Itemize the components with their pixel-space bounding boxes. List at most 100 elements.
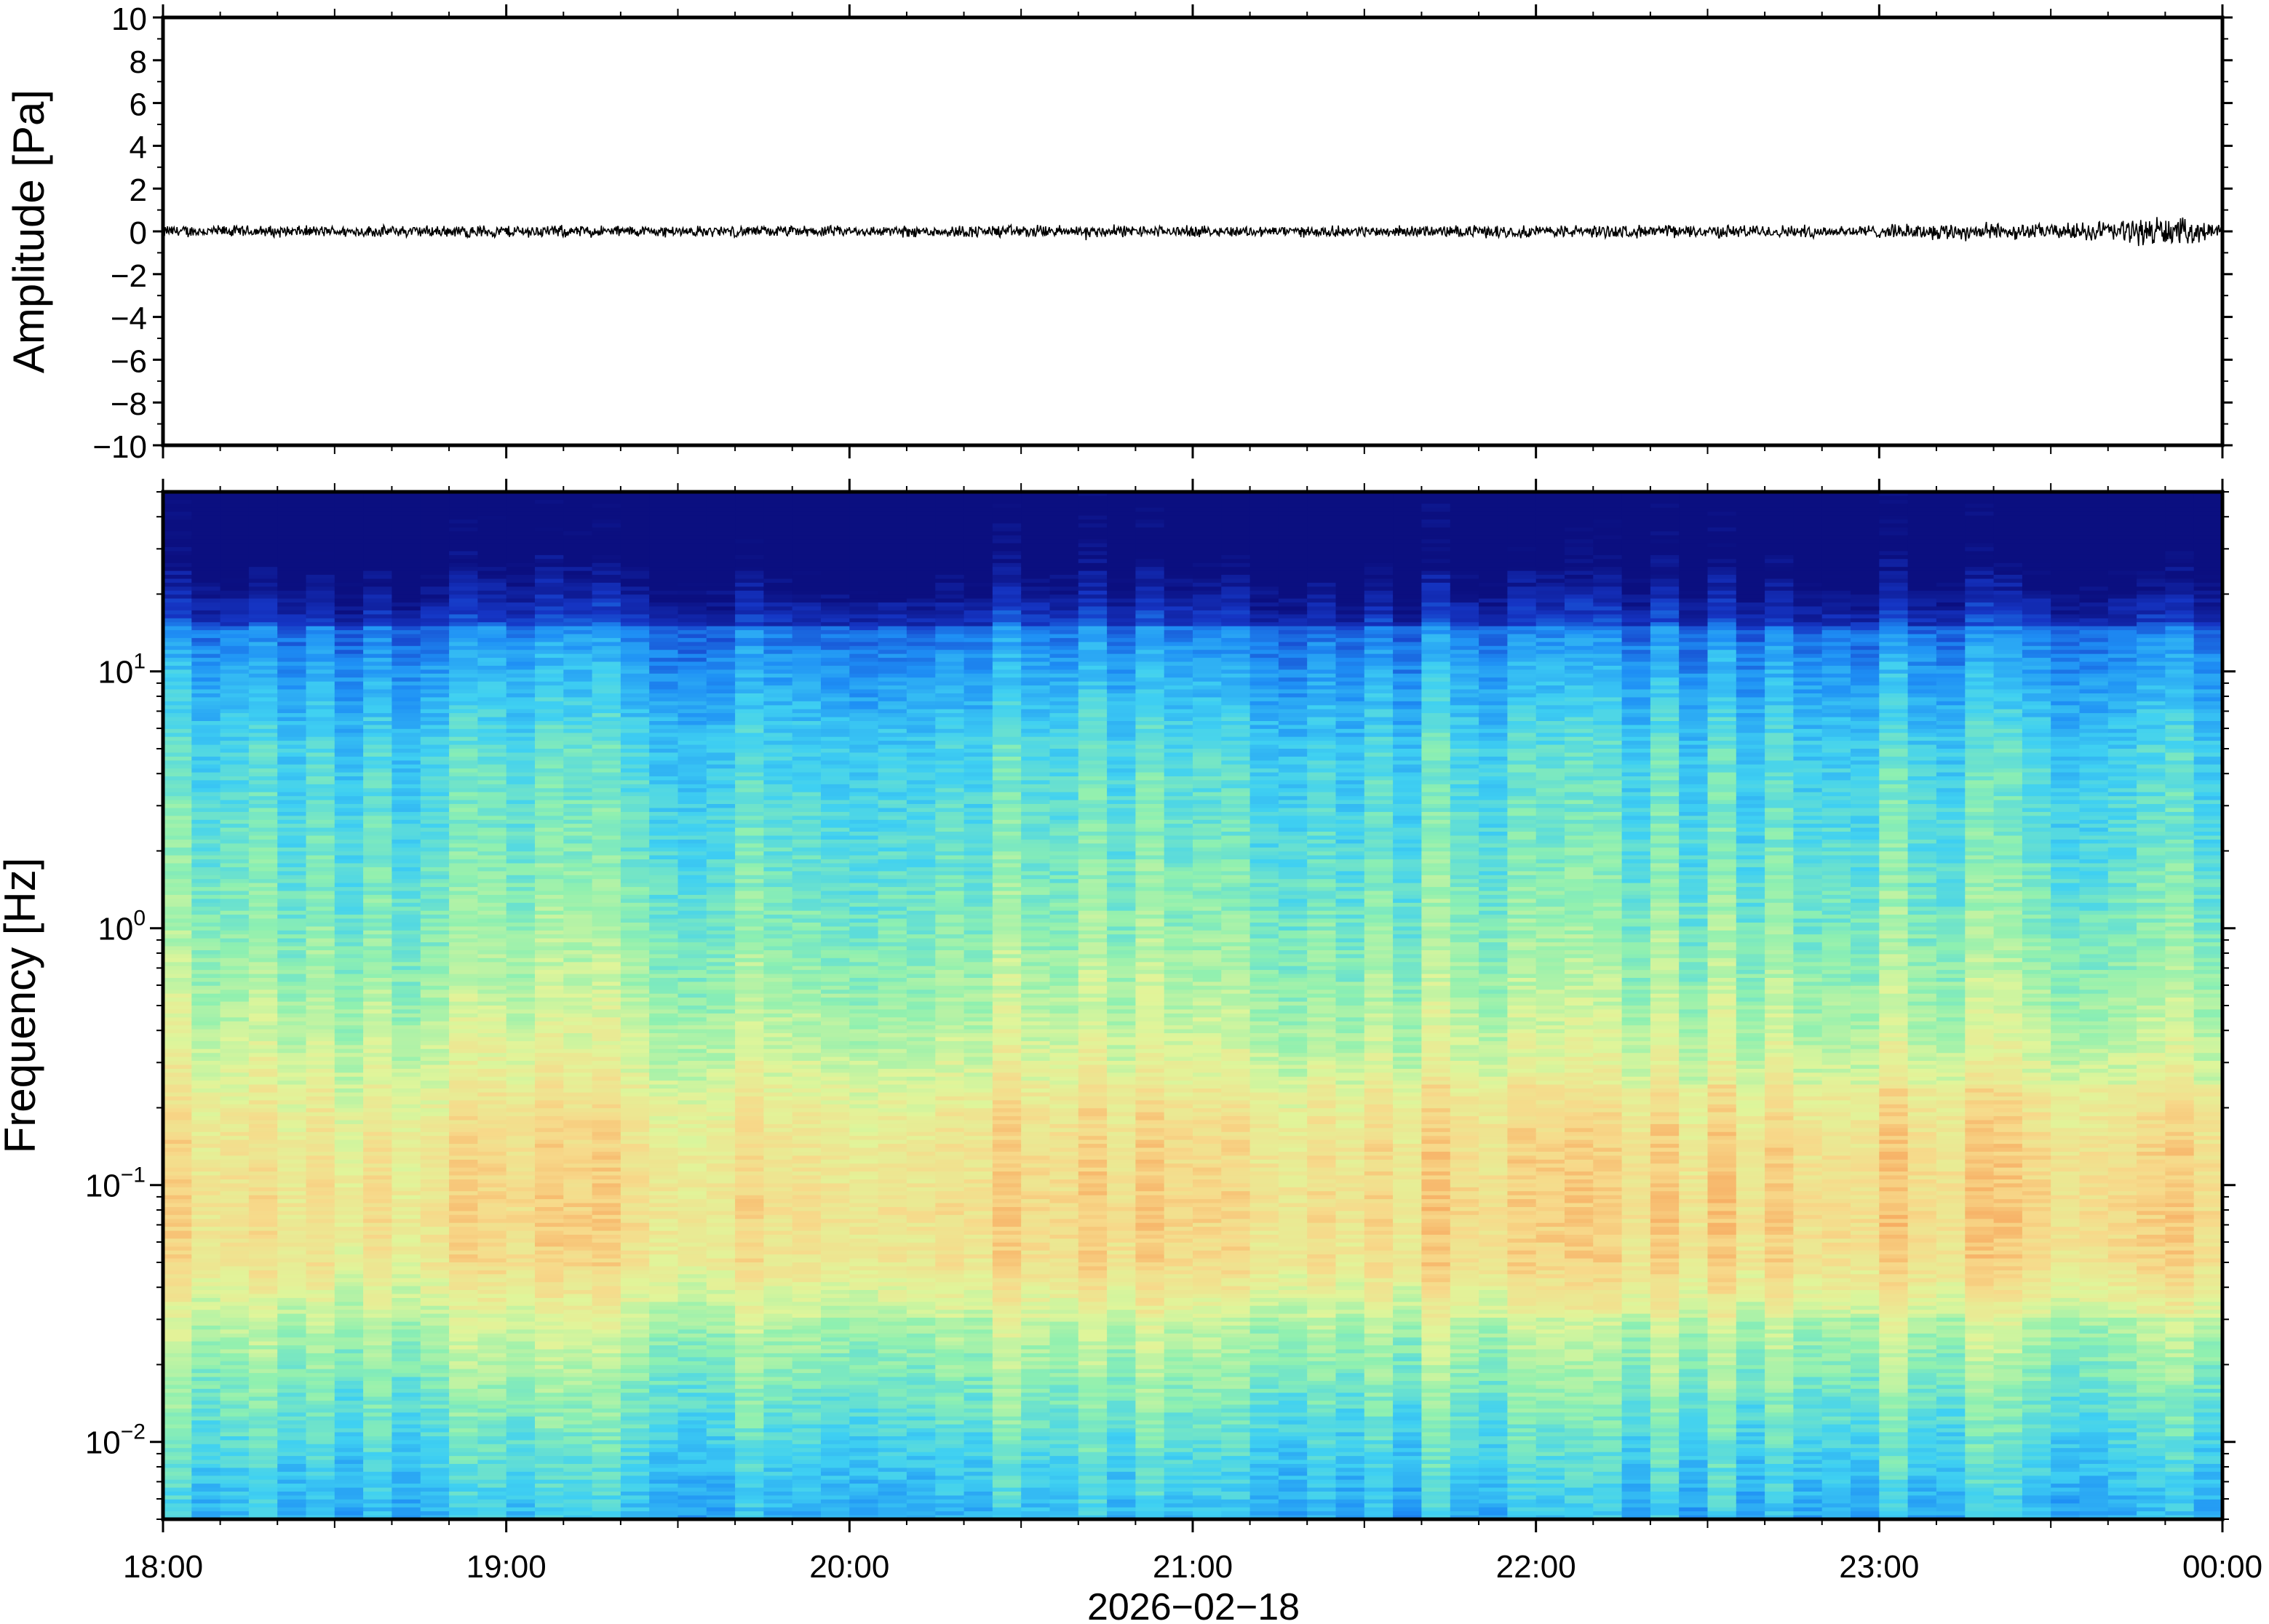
spectrogram-cell	[677, 993, 707, 998]
spectrogram-cell	[535, 1471, 565, 1476]
spectrogram-cell	[535, 622, 565, 627]
spectrogram-cell	[392, 1393, 421, 1398]
spectrogram-cell	[563, 503, 593, 509]
spectrogram-cell	[363, 725, 393, 730]
spectrogram-cell	[220, 1282, 250, 1287]
spectrogram-cell	[363, 1072, 393, 1078]
spectrogram-cell	[220, 1495, 250, 1500]
spectrogram-cell	[620, 1428, 650, 1433]
spectrogram-cell	[363, 1401, 393, 1406]
spectrogram-cell	[649, 515, 679, 520]
spectrogram-cell	[449, 645, 479, 650]
spectrogram-cell	[306, 1349, 335, 1354]
spectrogram-cell	[420, 1424, 450, 1429]
spectrogram-cell	[506, 1131, 536, 1137]
spectrogram-cell	[220, 1084, 250, 1089]
spectrogram-cell	[535, 950, 565, 955]
spectrogram-cell	[677, 910, 707, 915]
spectrogram-cell	[506, 907, 536, 912]
spectrogram-cell	[306, 796, 335, 801]
spectrogram-cell	[334, 1191, 364, 1196]
spectrogram-cell	[248, 1155, 278, 1161]
spectrogram-cell	[334, 978, 364, 983]
spectrogram-cell	[620, 1325, 650, 1331]
spectrogram-cell	[392, 891, 421, 896]
spectrogram-cell	[277, 1084, 307, 1089]
spectrogram-cell	[592, 495, 621, 501]
spectrogram-cell	[477, 796, 507, 801]
spectrogram-cell	[649, 843, 679, 848]
spectrogram-cell	[449, 887, 479, 892]
spectrogram-cell	[306, 1048, 335, 1054]
spectrogram-cell	[334, 974, 364, 979]
spectrogram-cell	[535, 1380, 565, 1386]
spectrogram-cell	[420, 772, 450, 777]
spectrogram-cell	[248, 764, 278, 769]
spectrogram-cell	[506, 559, 536, 564]
spectrogram-cell	[248, 796, 278, 801]
spectrogram-cell	[506, 1230, 536, 1235]
spectrogram-cell	[392, 915, 421, 920]
spectrogram-cell	[592, 492, 621, 497]
spectrogram-cell	[306, 1448, 335, 1453]
spectrogram-cell	[392, 1116, 421, 1121]
spectrogram-cell	[649, 800, 679, 805]
spectrogram-cell	[535, 839, 565, 845]
spectrogram-cell	[477, 756, 507, 762]
spectrogram-cell	[363, 1112, 393, 1117]
spectrogram-cell	[334, 1123, 364, 1129]
spectrogram-cell	[535, 784, 565, 789]
spectrogram-cell	[163, 1108, 193, 1113]
spectrogram-cell	[220, 863, 250, 868]
spectrogram-cell	[620, 824, 650, 829]
spectrogram-cell	[220, 1373, 250, 1378]
spectrogram-cell	[277, 1258, 307, 1263]
spectrogram-cell	[248, 1167, 278, 1172]
spectrogram-cell	[220, 1377, 250, 1382]
spectrogram-cell	[592, 1238, 621, 1243]
spectrogram-cell	[677, 796, 707, 801]
spectrogram-cell	[334, 764, 364, 769]
spectrogram-cell	[592, 982, 621, 987]
spectrogram-cell	[563, 1401, 593, 1406]
spectrogram-cell	[306, 1357, 335, 1362]
spectrogram-cell	[649, 1029, 679, 1034]
spectrogram-cell	[363, 717, 393, 722]
spectrogram-cell	[563, 1080, 593, 1086]
spectrogram-cell	[620, 653, 650, 658]
spectrogram-cell	[277, 618, 307, 623]
spectrogram-cell	[306, 1092, 335, 1097]
spectrogram-cell	[477, 1088, 507, 1094]
spectrogram-cell	[592, 551, 621, 556]
spectrogram-cell	[563, 744, 593, 749]
spectrogram-cell	[535, 847, 565, 852]
spectrogram-cell	[620, 1310, 650, 1315]
spectrogram-cell	[506, 650, 536, 655]
spectrogram-cell	[220, 808, 250, 813]
spectrogram-cell	[677, 756, 707, 762]
spectrogram-cell	[592, 1337, 621, 1342]
spectrogram-cell	[477, 1302, 507, 1307]
spectrogram-cell	[620, 1108, 650, 1113]
spectrogram-cell	[248, 1401, 278, 1406]
spectrogram-cell	[191, 1492, 221, 1497]
spectrogram-cell	[191, 843, 221, 848]
spectrogram-cell	[677, 915, 707, 920]
spectrogram-cell	[592, 859, 621, 864]
spectrogram-cell	[620, 1270, 650, 1275]
spectrogram-cell	[563, 1337, 593, 1342]
spectrogram-cell	[449, 835, 479, 840]
spectrogram-cell	[334, 1053, 364, 1058]
spectrogram-cell	[477, 1515, 507, 1519]
spectrogram-cell	[620, 1337, 650, 1342]
spectrogram-cell	[506, 879, 536, 884]
spectrogram-cell	[306, 1254, 335, 1259]
spectrogram-cell	[248, 1345, 278, 1350]
spectrogram-cell	[449, 985, 479, 990]
spectrogram-cell	[420, 1408, 450, 1414]
spectrogram-cell	[306, 1021, 335, 1026]
spectrogram-cell	[592, 784, 621, 789]
spectrogram-cell	[449, 1112, 479, 1117]
spectrogram-cell	[363, 891, 393, 896]
spectrogram-cell	[306, 523, 335, 528]
